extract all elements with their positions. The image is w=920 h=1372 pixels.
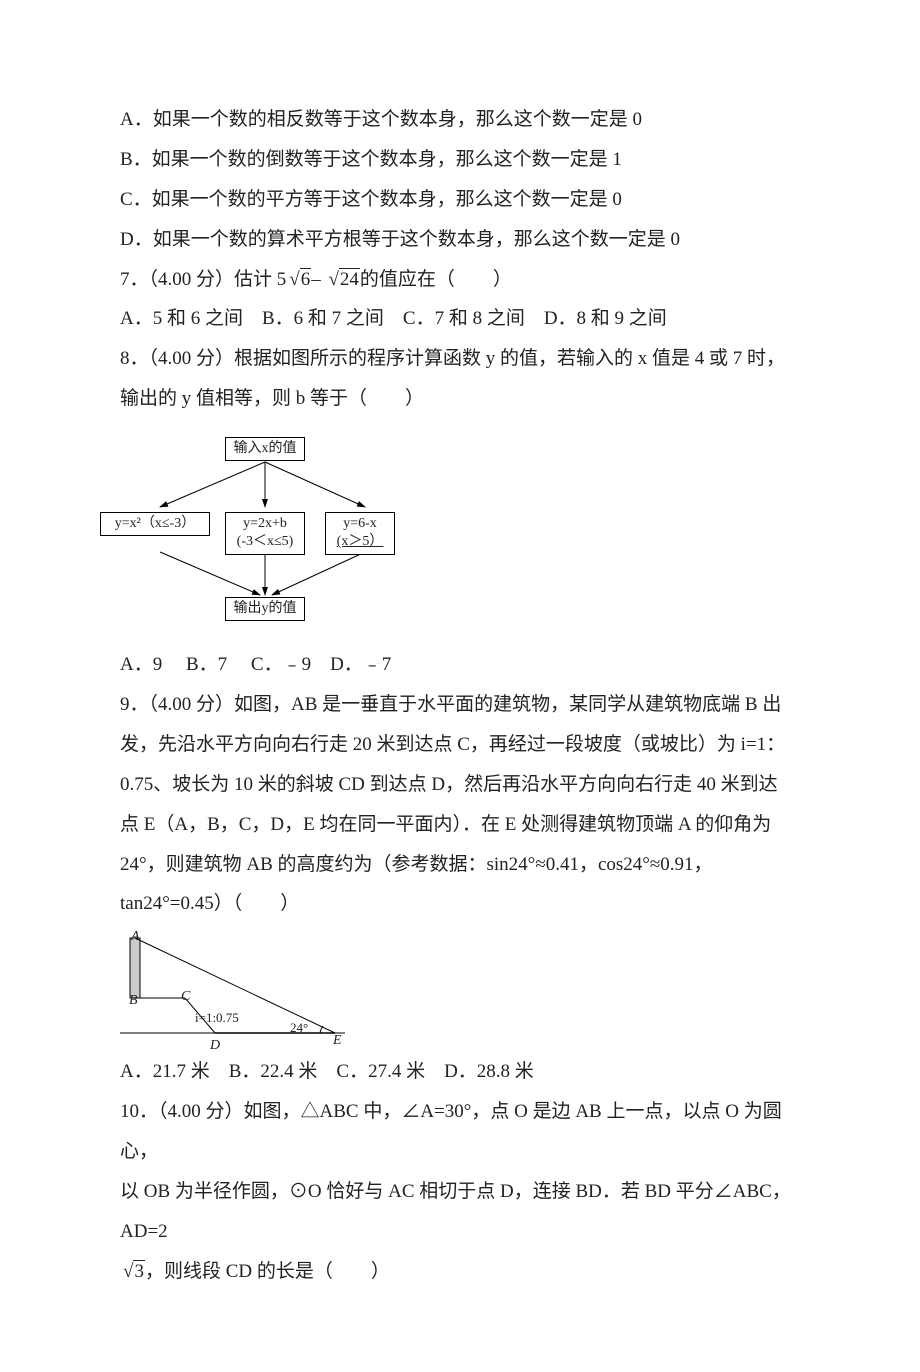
fc-right-l2: (x＞5） [337, 534, 384, 549]
q9-l3: 0.75、坡长为 10 米的斜坡 CD 到达点 D，然后再沿水平方向向右行走 4… [120, 765, 800, 805]
q10-l1: 10．（4.00 分）如图，△ABC 中，∠A=30°，点 O 是边 AB 上一… [120, 1092, 800, 1172]
q7-rad1: 6 [300, 268, 312, 290]
sqrt-icon: 3 [120, 1252, 145, 1292]
sqrt-icon: 6 [286, 260, 311, 300]
q9-l6: tan24°=0.45）（ ） [120, 884, 800, 924]
q9-l1: 9．（4.00 分）如图，AB 是一垂直于水平面的建筑物，某同学从建筑物底端 B… [120, 685, 800, 725]
label-D: D [210, 1031, 220, 1060]
fc-right-l1: y=6-x [343, 516, 377, 531]
q6-option-c: C．如果一个数的平方等于这个数本身，那么这个数一定是 0 [120, 180, 800, 220]
fc-branch-right: y=6-x (x＞5） [325, 512, 395, 554]
q9-l2: 发，先沿水平方向向右行走 20 米到达点 C，再经过一段坡度（或坡比）为 i=1… [120, 725, 800, 765]
angle-label: 24° [290, 1014, 308, 1041]
q7-dash: – [311, 269, 321, 290]
q10-suffix: ，则线段 CD 的长是（ ） [145, 1261, 390, 1282]
label-C: C [181, 982, 190, 1011]
fc-branch-mid: y=2x+b (-3＜x≤5) [225, 512, 305, 554]
q6-option-d: D．如果一个数的算术平方根等于这个数本身，那么这个数一定是 0 [120, 220, 800, 260]
q8-flowchart: 输入x的值 y=x²（x≤-3） y=2x+b (-3＜x≤5) y=6-x (… [100, 427, 440, 637]
q7-rad2: 24 [339, 268, 360, 290]
fc-branch-left: y=x²（x≤-3） [100, 512, 210, 536]
q7-suffix: 的值应在（ ） [360, 269, 512, 290]
q7-prefix: 7．（4.00 分）估计 5 [120, 269, 286, 290]
label-B: B [129, 986, 138, 1015]
sqrt-icon: 24 [325, 260, 359, 300]
q10-l2: 以 OB 为半径作圆，⊙O 恰好与 AC 相切于点 D，连接 BD．若 BD 平… [120, 1172, 800, 1252]
q7-options: A．5 和 6 之间 B．6 和 7 之间 C．7 和 8 之间 D．8 和 9… [120, 299, 800, 339]
q9-l4: 点 E（A，B，C，D，E 均在同一平面内）．在 E 处测得建筑物顶端 A 的仰… [120, 805, 800, 845]
q10-l3: 3，则线段 CD 的长是（ ） [120, 1252, 800, 1292]
q9-figure: A B C D E i=1:0.75 24° [115, 928, 355, 1048]
fc-mid-l1: y=2x+b [243, 516, 287, 531]
q8-options: A．9 B．7 C．﹣9 D．﹣7 [120, 645, 800, 685]
fc-input: 输入x的值 [225, 437, 305, 461]
q9-options: A．21.7 米 B．22.4 米 C．27.4 米 D．28.8 米 [120, 1052, 800, 1092]
fc-mid-l2: (-3＜x≤5) [237, 534, 294, 549]
fc-output: 输出y的值 [225, 597, 305, 621]
label-A: A [131, 922, 140, 951]
q8-line2: 输出的 y 值相等，则 b 等于（ ） [120, 379, 800, 419]
q8-line1: 8．（4.00 分）根据如图所示的程序计算函数 y 的值，若输入的 x 值是 4… [120, 339, 800, 379]
q6-option-a: A．如果一个数的相反数等于这个数本身，那么这个数一定是 0 [120, 100, 800, 140]
label-E: E [333, 1026, 342, 1055]
q9-l5: 24°，则建筑物 AB 的高度约为（参考数据：sin24°≈0.41，cos24… [120, 845, 800, 885]
slope-label: i=1:0.75 [195, 1004, 239, 1031]
q10-rad: 3 [133, 1260, 145, 1282]
q7-stem: 7．（4.00 分）估计 5 6– 24的值应在（ ） [120, 260, 800, 300]
q6-option-b: B．如果一个数的倒数等于这个数本身，那么这个数一定是 1 [120, 140, 800, 180]
